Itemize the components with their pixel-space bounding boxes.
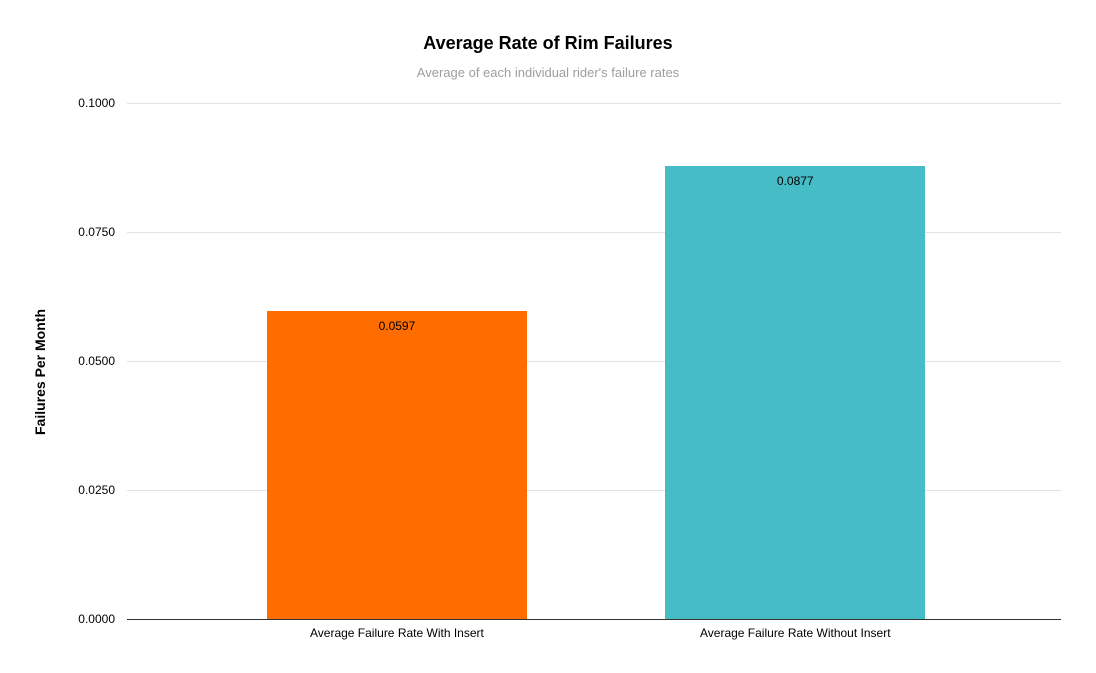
x-axis-category-labels: Average Failure Rate With Insert Average …	[127, 626, 1061, 646]
y-tick-label: 0.0000	[78, 612, 115, 626]
plot-area: 0.0597 0.0877	[127, 103, 1061, 620]
y-tick-label: 0.0500	[78, 354, 115, 368]
y-tick-label: 0.1000	[78, 96, 115, 110]
gridline	[127, 103, 1061, 104]
bar-series-1[interactable]: 0.0877	[665, 166, 926, 619]
bar-series-0[interactable]: 0.0597	[266, 310, 527, 619]
x-category-label: Average Failure Rate Without Insert	[699, 626, 891, 640]
gridline	[127, 232, 1061, 233]
y-tick-label: 0.0750	[78, 225, 115, 239]
y-axis-tick-labels: 0.1000 0.0750 0.0500 0.0250 0.0000	[0, 96, 115, 626]
chart-subtitle: Average of each individual rider's failu…	[416, 65, 680, 80]
y-tick-label: 0.0250	[78, 483, 115, 497]
bar-value-label: 0.0597	[378, 318, 416, 333]
x-category-label: Average Failure Rate With Insert	[309, 626, 484, 640]
gridline	[127, 490, 1061, 491]
chart-title: Average Rate of Rim Failures	[423, 33, 673, 53]
bar-value-label: 0.0877	[776, 174, 814, 189]
x-axis-baseline	[127, 619, 1061, 620]
gridline	[127, 361, 1061, 362]
